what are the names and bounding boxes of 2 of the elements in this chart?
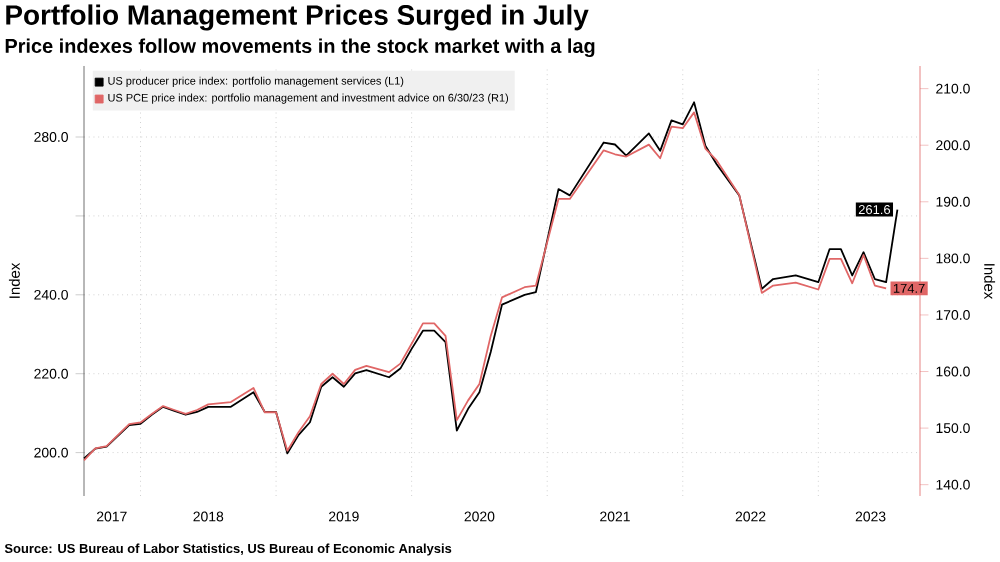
chart-title: Portfolio Management Prices Surged in July	[6, 4, 589, 31]
chart-subtitle: Price indexes follow movements in the stock market with a lag	[5, 38, 595, 58]
